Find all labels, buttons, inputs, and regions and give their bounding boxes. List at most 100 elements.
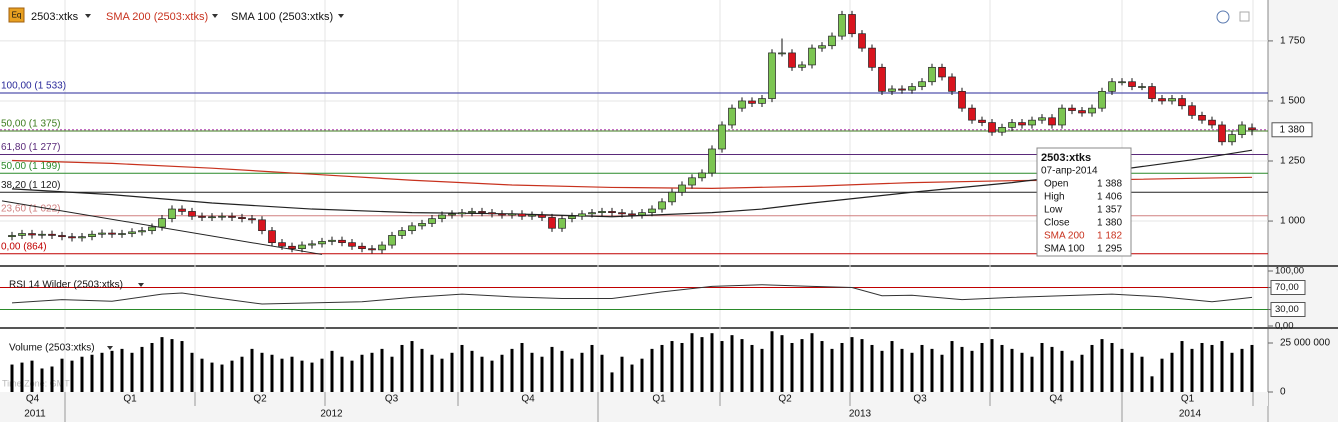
panel-title: Volume (2503:xtks) xyxy=(9,343,95,354)
candle-body xyxy=(348,242,356,247)
volume-bar xyxy=(880,350,884,393)
candle-body xyxy=(768,52,776,99)
candle-body xyxy=(1228,134,1236,143)
volume-bar xyxy=(470,350,474,393)
volume-bar xyxy=(650,348,654,393)
window-button[interactable] xyxy=(1239,11,1250,22)
dropdown-arrow[interactable] xyxy=(107,346,113,350)
candle-body xyxy=(1018,122,1026,126)
candle-body xyxy=(358,245,366,250)
candle-body xyxy=(588,212,596,215)
candle-body xyxy=(1158,98,1166,102)
candle-body xyxy=(258,219,266,232)
candle-body xyxy=(638,212,646,216)
candle-body xyxy=(568,215,576,219)
dropdown-arrow[interactable] xyxy=(338,14,344,18)
candle-body xyxy=(1118,81,1126,84)
candle-body xyxy=(1218,124,1226,143)
candle-body xyxy=(48,233,56,236)
volume-bar xyxy=(60,358,64,393)
volume-bar xyxy=(1110,342,1114,393)
candle-body xyxy=(548,217,556,229)
candle-body xyxy=(208,216,216,219)
candle-body xyxy=(18,233,26,236)
candle-body xyxy=(138,230,146,233)
volume-bar xyxy=(520,342,524,393)
volume-bar xyxy=(860,339,864,393)
volume-bar xyxy=(1030,356,1034,393)
candle-body xyxy=(428,218,436,224)
volume-bar xyxy=(160,337,164,393)
candle-body xyxy=(1028,119,1036,126)
candle-body xyxy=(1168,98,1176,102)
volume-bar xyxy=(620,356,624,393)
candle-body xyxy=(468,211,476,213)
volume-bar xyxy=(560,350,564,393)
volume-bar xyxy=(110,350,114,393)
volume-bar xyxy=(570,358,574,393)
quarter-label: Q1 xyxy=(652,394,666,405)
volume-bar xyxy=(1190,348,1194,393)
volume-bar xyxy=(330,350,334,393)
candle-body xyxy=(238,217,246,219)
volume-bar xyxy=(950,341,954,393)
tooltip-value: 1 357 xyxy=(1097,205,1122,216)
y-tick-label: 1 500 xyxy=(1280,96,1305,107)
volume-bar xyxy=(1090,344,1094,393)
candle-body xyxy=(818,45,826,49)
tooltip-label: Low xyxy=(1044,205,1063,216)
candle-body xyxy=(38,233,46,236)
dropdown-arrow[interactable] xyxy=(138,283,144,287)
candle-body xyxy=(368,248,376,251)
candle-body xyxy=(1148,86,1156,99)
volume-bar xyxy=(380,348,384,393)
tooltip-label: High xyxy=(1044,192,1065,203)
volume-bar xyxy=(810,333,814,393)
volume-bar xyxy=(790,342,794,393)
candle-body xyxy=(848,14,856,35)
volume-bar xyxy=(970,350,974,393)
candle-body xyxy=(378,244,386,251)
candle-body xyxy=(308,243,316,246)
volume-bar xyxy=(140,346,144,393)
candle-body xyxy=(1088,107,1096,114)
candle-body xyxy=(78,236,86,239)
volume-bar xyxy=(170,339,174,393)
volume-bar xyxy=(270,354,274,393)
candle-body xyxy=(68,236,76,239)
candle-body xyxy=(998,127,1006,133)
volume-bar xyxy=(210,362,214,393)
volume-bar xyxy=(750,344,754,393)
time-axis-bg xyxy=(0,392,1268,422)
volume-bar xyxy=(250,348,254,393)
candle-body xyxy=(808,47,816,66)
volume-bar xyxy=(530,352,534,393)
candle-body xyxy=(1078,110,1086,114)
candle-body xyxy=(108,232,116,235)
volume-bar xyxy=(1140,356,1144,393)
volume-bar xyxy=(1010,348,1014,393)
candle-body xyxy=(608,211,616,213)
fib-label: 50,00 (1 199) xyxy=(1,161,61,172)
volume-bar xyxy=(360,354,364,393)
volume-bar xyxy=(850,337,854,393)
volume-bar xyxy=(640,358,644,393)
volume-bar xyxy=(420,348,424,393)
y-tick-label: 0,00 xyxy=(1275,321,1294,332)
volume-bar xyxy=(1020,352,1024,393)
clock-icon[interactable] xyxy=(1216,10,1230,24)
volume-bar xyxy=(40,368,44,393)
toolbar-icon[interactable] xyxy=(8,7,25,23)
toolbar-icon-label[interactable]: Eq xyxy=(12,11,22,20)
candle-body xyxy=(338,239,346,244)
candle-body xyxy=(1188,105,1196,116)
year-label: 2012 xyxy=(320,409,343,420)
dropdown-arrow[interactable] xyxy=(85,14,91,18)
tooltip-value: 1 388 xyxy=(1097,179,1122,190)
y-tick-label: 30,00 xyxy=(1275,304,1299,315)
volume-bar xyxy=(1200,342,1204,393)
volume-bar xyxy=(780,335,784,393)
dropdown-arrow[interactable] xyxy=(212,14,218,18)
candle-body xyxy=(1008,122,1016,128)
